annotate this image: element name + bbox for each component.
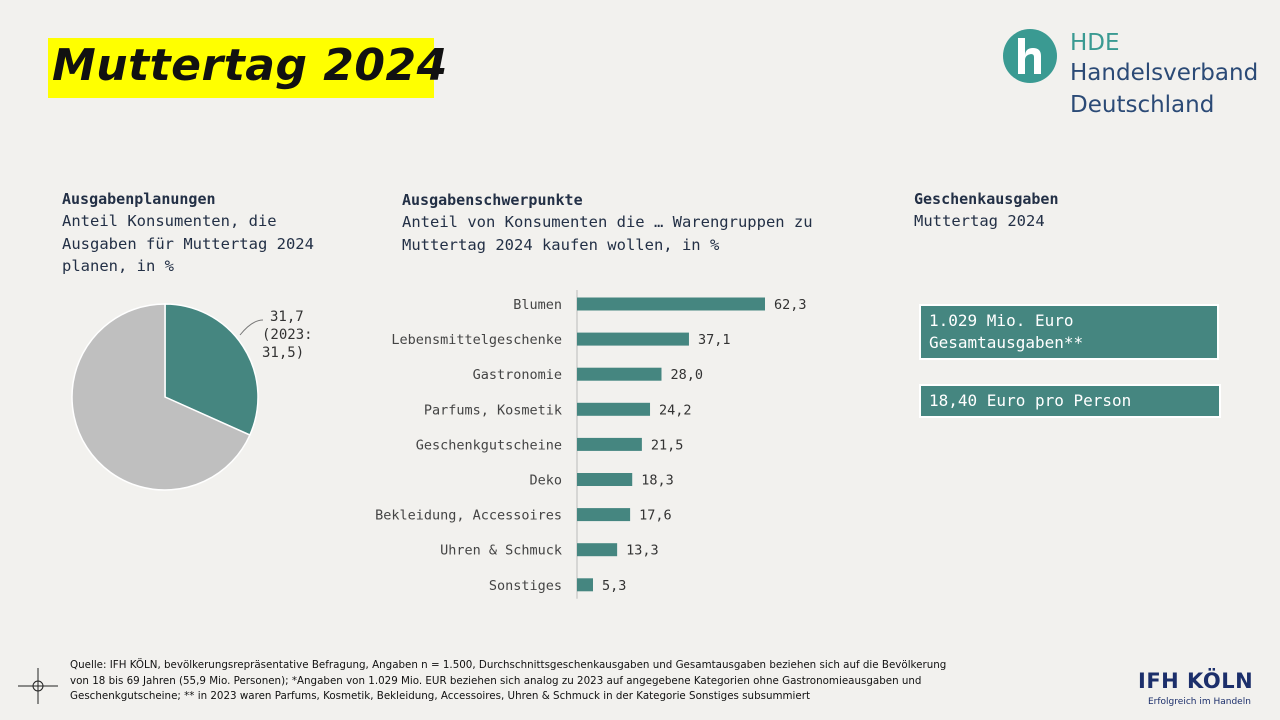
pie-leader-line: [239, 319, 264, 336]
pie-slice-0: [164, 303, 259, 436]
pie-prev-year-label: (2023:: [262, 327, 313, 343]
bar-category-label: Blumen: [513, 297, 562, 313]
ifh-logo: IFH KÖLN: [1138, 669, 1254, 693]
hde-abbr: HDE: [1070, 30, 1120, 56]
hde-name-line2: Deutschland: [1070, 92, 1215, 118]
hde-logo-icon: [1003, 29, 1057, 83]
bar: [577, 402, 651, 416]
bar-chart: Blumen 62,3 Lebensmittelgeschenke 37,1 Gastr…: [375, 290, 807, 599]
right-subtitle: Muttertag 2024: [914, 212, 1045, 230]
middle-subtitle: Anteil von Konsumenten die … Warengruppe…: [402, 211, 813, 256]
bar-category-label: Geschenkgutscheine: [416, 437, 562, 453]
bar-category-label: Sonstiges: [489, 578, 562, 594]
per-person-value: 18,40 Euro pro Person: [929, 391, 1132, 410]
bar-value-label: 13,3: [626, 543, 659, 559]
left-sub-line: planen, in %: [62, 257, 174, 275]
bar: [577, 578, 593, 592]
left-subtitle: Anteil Konsumenten, die Ausgaben für Mut…: [62, 210, 314, 278]
middle-sub-line: Anteil von Konsumenten die … Warengruppe…: [402, 213, 813, 231]
right-heading: Geschenkausgaben: [914, 190, 1059, 208]
bar: [577, 543, 618, 557]
left-sub-line: Anteil Konsumenten, die: [62, 212, 277, 230]
bar: [577, 332, 689, 346]
middle-sub-line: Muttertag 2024 kaufen wollen, in %: [402, 235, 720, 254]
left-sub-line: Ausgaben für Muttertag 2024: [62, 234, 314, 253]
bar-value-label: 24,2: [659, 402, 692, 418]
pie-chart: [71, 303, 264, 491]
bar: [577, 508, 631, 522]
pie-slice-1: [71, 303, 251, 491]
crosshair-icon: [18, 668, 58, 704]
footnote-line: von 18 bis 69 Jahren (55,9 Mio. Personen…: [70, 674, 922, 687]
total-spend-value: 1.029 Mio. Euro: [929, 311, 1074, 330]
page-title: Muttertag 2024: [52, 40, 448, 91]
middle-heading: Ausgabenschwerpunkte: [402, 191, 583, 209]
bar-category-label: Lebensmittelgeschenke: [391, 332, 562, 348]
pie-label: 31,7 (2023: 31,5): [262, 308, 313, 362]
bar-value-label: 37,1: [698, 332, 731, 348]
pie-value-label: 31,7: [270, 309, 304, 325]
footnote-line: Geschenkgutscheine; ** in 2023 waren Par…: [70, 690, 811, 702]
bar-category-label: Bekleidung, Accessoires: [375, 508, 562, 524]
bar-category-label: Deko: [529, 473, 562, 489]
bar-value-label: 17,6: [639, 508, 672, 524]
bar-value-label: 21,5: [651, 437, 684, 453]
bar-value-label: 18,3: [641, 473, 674, 489]
hde-name-line1: Handelsverband: [1070, 60, 1259, 86]
total-spend-box: 1.029 Mio. Euro Gesamtausgaben**: [919, 304, 1219, 360]
title-highlight: [48, 38, 434, 98]
source-footnote: Quelle: IFH KÖLN, bevölkerungsrepräsenta…: [70, 658, 1130, 705]
bar-category-label: Gastronomie: [473, 367, 562, 383]
pie-prev-year-value: 31,5): [262, 345, 305, 361]
bar: [577, 297, 765, 311]
ifh-tagline: Erfolgreich im Handeln: [1148, 697, 1251, 707]
bar-value-label: 28,0: [670, 367, 703, 383]
bar-category-label: Parfums, Kosmetik: [424, 402, 562, 418]
left-heading: Ausgabenplanungen: [62, 190, 216, 208]
bar-value-label: 62,3: [774, 297, 807, 313]
total-spend-caption: Gesamtausgaben**: [929, 333, 1084, 352]
bar: [577, 473, 633, 486]
bar: [577, 367, 662, 381]
bar: [577, 437, 642, 451]
per-person-box: 18,40 Euro pro Person: [919, 384, 1221, 418]
bar-category-label: Uhren & Schmuck: [440, 543, 562, 559]
footnote-line: Quelle: IFH KÖLN, bevölkerungsrepräsenta…: [70, 659, 947, 671]
bar-value-label: 5,3: [602, 578, 626, 594]
